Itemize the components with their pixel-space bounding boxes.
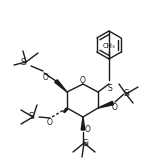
Polygon shape bbox=[81, 117, 85, 130]
Text: O: O bbox=[80, 76, 86, 84]
Polygon shape bbox=[98, 101, 114, 108]
Text: CH₃: CH₃ bbox=[103, 43, 115, 49]
Text: O: O bbox=[85, 125, 91, 134]
Polygon shape bbox=[55, 80, 67, 92]
Text: O: O bbox=[47, 118, 53, 126]
Text: Si: Si bbox=[20, 57, 27, 67]
Text: S: S bbox=[108, 83, 112, 92]
Text: O: O bbox=[112, 102, 118, 112]
Text: Si: Si bbox=[124, 88, 131, 97]
Text: Si: Si bbox=[82, 138, 90, 148]
Text: Si: Si bbox=[28, 112, 36, 121]
Text: O: O bbox=[43, 73, 49, 82]
